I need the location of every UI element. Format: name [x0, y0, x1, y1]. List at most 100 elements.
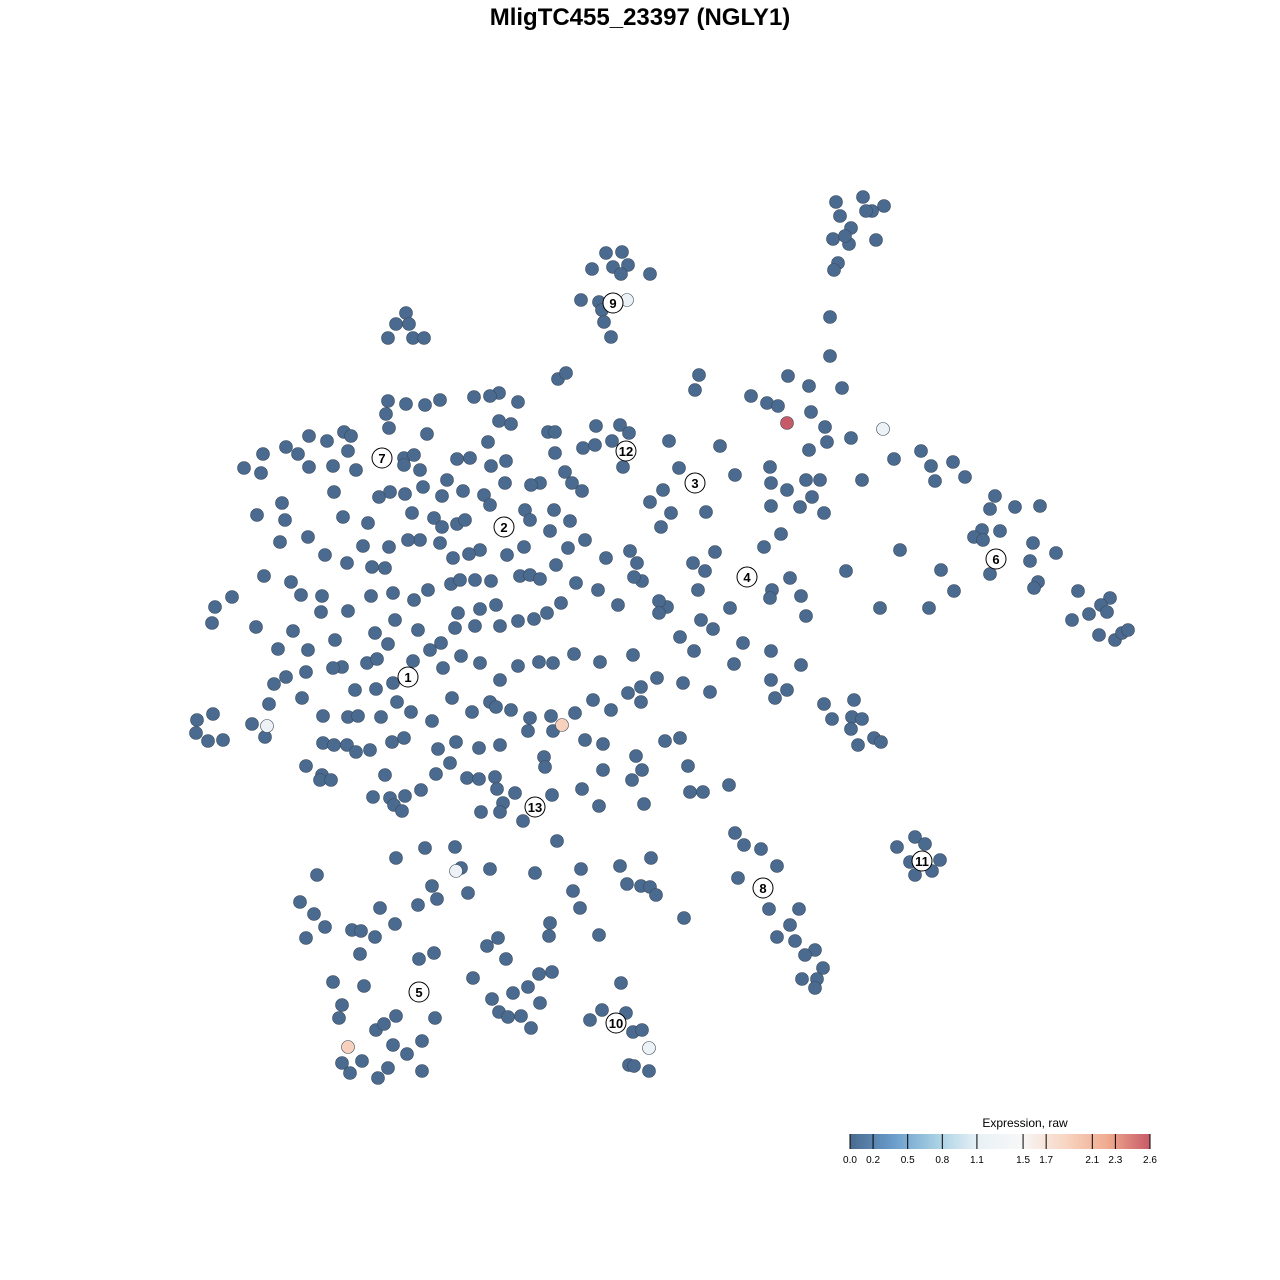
- data-point: [307, 907, 321, 921]
- data-point: [279, 670, 293, 684]
- data-point: [208, 600, 222, 614]
- data-point: [504, 703, 518, 717]
- data-point: [504, 417, 518, 431]
- data-point: [817, 697, 831, 711]
- expressed-data-point: [341, 1040, 355, 1054]
- data-point: [500, 548, 514, 562]
- cluster-label-badge: [408, 981, 430, 1003]
- cluster-label-text: 12: [619, 444, 633, 459]
- chart-title: MligTC455_23397 (NGLY1): [489, 4, 791, 31]
- data-point: [414, 783, 428, 797]
- data-point: [374, 710, 388, 724]
- data-point: [516, 814, 530, 828]
- expressed-data-point: [449, 864, 463, 878]
- data-point: [385, 735, 399, 749]
- data-point: [1103, 591, 1117, 605]
- data-point: [389, 1009, 403, 1023]
- cluster-label-badge: [736, 566, 758, 588]
- data-point: [314, 605, 328, 619]
- data-point: [1065, 613, 1079, 627]
- data-point: [310, 868, 324, 882]
- data-point: [890, 840, 904, 854]
- legend-tick-label: 0.5: [901, 1155, 915, 1166]
- data-point: [527, 612, 541, 626]
- data-point: [1071, 584, 1085, 598]
- legend-tick-label: 0.8: [935, 1155, 949, 1166]
- data-point: [407, 448, 421, 462]
- data-point: [320, 434, 334, 448]
- data-point: [483, 498, 497, 512]
- data-point: [427, 511, 441, 525]
- data-point: [627, 1059, 641, 1073]
- data-point: [586, 693, 600, 707]
- cluster-label-badge: [602, 292, 624, 314]
- legend-colorbar: [850, 1134, 1150, 1149]
- data-point: [1023, 554, 1037, 568]
- data-point: [835, 381, 849, 395]
- data-point: [578, 733, 592, 747]
- data-point: [453, 573, 467, 587]
- data-point: [382, 421, 396, 435]
- cluster-label-text: 3: [691, 476, 698, 491]
- data-point: [378, 768, 392, 782]
- data-point: [493, 805, 507, 819]
- data-point: [205, 616, 219, 630]
- data-point: [416, 480, 430, 494]
- data-point: [279, 440, 293, 454]
- data-point: [687, 644, 701, 658]
- data-point: [189, 726, 203, 740]
- cluster-label-badge: [911, 850, 933, 872]
- data-point: [575, 484, 589, 498]
- data-point: [764, 499, 778, 513]
- data-point: [499, 952, 513, 966]
- data-point: [877, 199, 891, 213]
- data-point: [434, 636, 448, 650]
- data-point: [528, 866, 542, 880]
- data-point: [615, 245, 629, 259]
- cluster-label: 11: [911, 850, 933, 872]
- data-point: [533, 996, 547, 1010]
- data-point: [583, 1013, 597, 1027]
- cluster-label-badge: [684, 472, 706, 494]
- cluster-label-text: 5: [415, 985, 422, 1000]
- data-point: [369, 682, 383, 696]
- data-point: [676, 676, 690, 690]
- data-point: [467, 390, 481, 404]
- data-point: [488, 770, 502, 784]
- expressed-data-point: [876, 422, 890, 436]
- data-point: [681, 759, 695, 773]
- data-point: [585, 262, 599, 276]
- data-point: [699, 505, 713, 519]
- data-point: [683, 785, 697, 799]
- data-point: [324, 773, 338, 787]
- data-point: [813, 473, 827, 487]
- data-point: [454, 649, 468, 663]
- color-legend: 0.0 0.2 0.5 0.8 1.1 1.5 1.7 2.1 2.3 2.6: [843, 1134, 1157, 1166]
- data-point: [737, 838, 751, 852]
- data-point: [808, 981, 822, 995]
- data-point: [855, 712, 869, 726]
- data-point: [449, 735, 463, 749]
- data-point: [1033, 499, 1047, 513]
- data-point: [225, 590, 239, 604]
- data-point: [336, 510, 350, 524]
- data-point: [326, 975, 340, 989]
- data-point: [326, 661, 340, 675]
- data-point: [763, 591, 777, 605]
- legend-tick-label: 2.3: [1108, 1155, 1122, 1166]
- data-point: [574, 862, 588, 876]
- data-point: [672, 461, 686, 475]
- data-point: [922, 601, 936, 615]
- data-point: [706, 622, 720, 636]
- data-point: [349, 463, 363, 477]
- data-point: [545, 965, 559, 979]
- data-point: [652, 606, 666, 620]
- data-point: [301, 530, 315, 544]
- data-point: [511, 614, 525, 628]
- data-point: [829, 195, 843, 209]
- data-point: [465, 705, 479, 719]
- cluster-label-text: 10: [609, 1016, 623, 1031]
- data-point: [388, 613, 402, 627]
- data-point: [826, 232, 840, 246]
- data-point: [644, 851, 658, 865]
